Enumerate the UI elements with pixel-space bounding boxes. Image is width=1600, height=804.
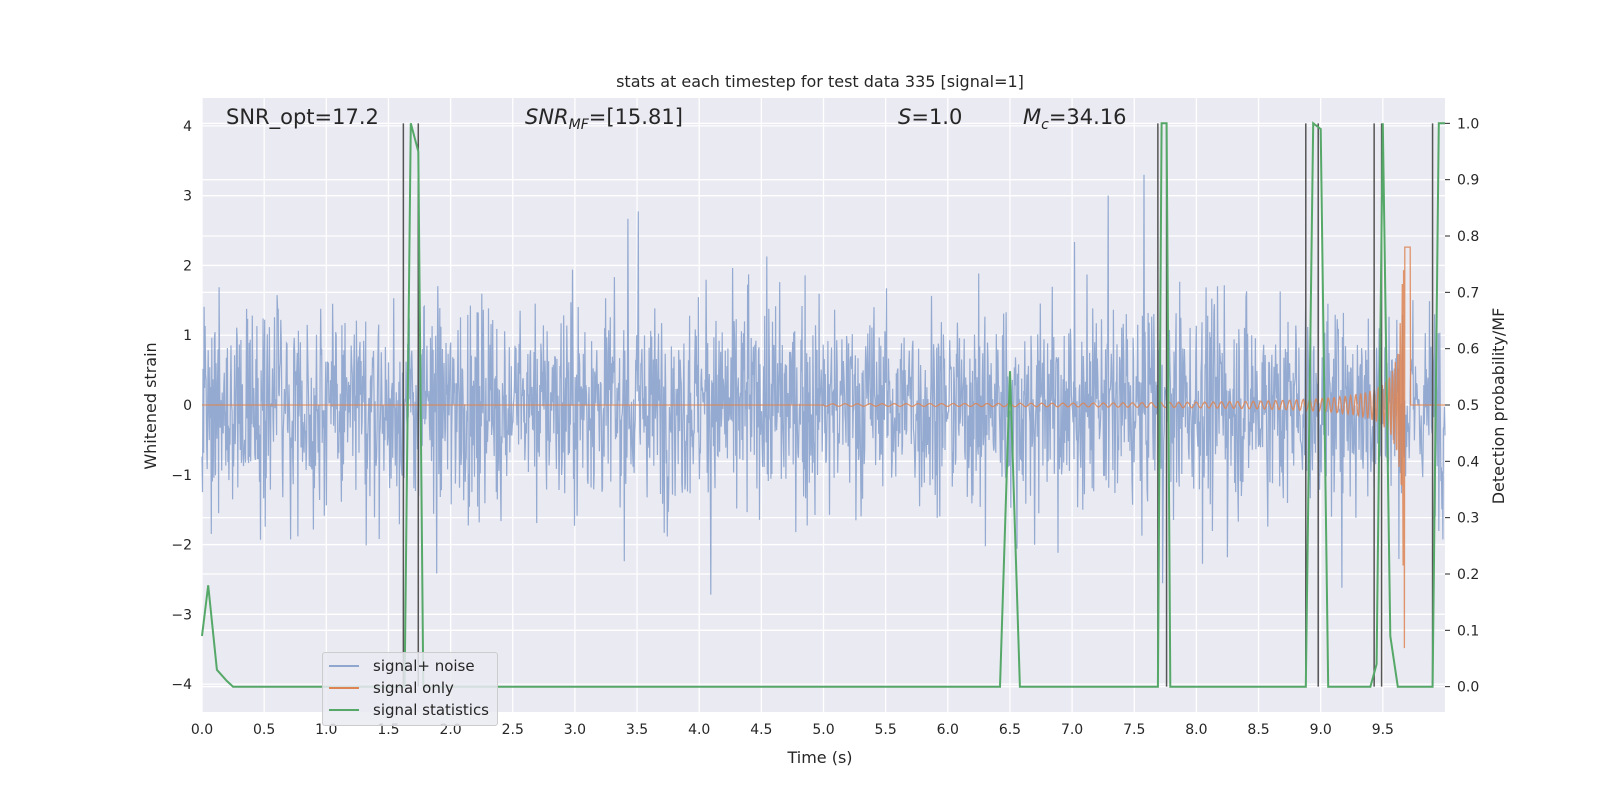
y-tick-label: 4 [183,119,192,135]
snr-mf-base: SNR [525,105,569,129]
legend-item-signal: signal only [329,677,454,699]
y2-tick-label: 0.6 [1457,342,1479,358]
y2-tick-label: 0.5 [1457,398,1479,414]
x-axis-label: Time (s) [786,748,852,767]
y-tick-label: −2 [171,538,192,554]
s-annotation: S=1.0 [898,105,962,129]
y-tick-label: 3 [183,189,192,205]
legend-swatch-noise [329,665,359,667]
y2-tick-label: 0.7 [1457,285,1479,301]
y-tick-label: 0 [183,398,192,414]
x-tick-label: 7.5 [1123,722,1145,738]
y-tick-label: −1 [171,468,192,484]
snr-mf-sub: MF [569,117,590,133]
legend-swatch-stats [329,709,359,711]
y2-tick-label: 0.8 [1457,229,1479,245]
y2-tick-label: 0.9 [1457,173,1479,189]
y-tick-label: −3 [171,607,192,623]
y-tick-label: 2 [183,258,192,274]
y2-tick-label: 0.1 [1457,623,1479,639]
x-tick-label: 9.0 [1310,722,1332,738]
y2-tick-label: 0.0 [1457,680,1479,696]
mc-value: =34.16 [1049,105,1127,129]
x-tick-label: 3.5 [626,722,648,738]
x-tick-label: 8.5 [1247,722,1269,738]
x-tick-label: 0.5 [253,722,275,738]
x-tick-label: 4.0 [688,722,710,738]
y2-tick-label: 1.0 [1457,116,1479,132]
legend-label-signal: signal only [373,679,454,697]
y2-tick-label: 0.3 [1457,511,1479,527]
chart-title: stats at each timestep for test data 335… [616,72,1024,91]
legend-item-stats: signal statistics [329,699,489,721]
y-axis-label: Whitened strain [141,342,160,469]
snr-opt-annotation: SNR_opt=17.2 [226,105,379,130]
y-tick-label: 1 [183,328,192,344]
snr-mf-annotation: SNRMF=[15.81] [525,105,683,133]
y2-tick-label: 0.4 [1457,454,1479,470]
x-tick-label: 7.0 [1061,722,1083,738]
y2-axis-label: Detection probability/MF [1489,308,1508,505]
x-tick-label: 9.5 [1372,722,1394,738]
legend-item-noise: signal+ noise [329,655,475,677]
x-tick-label: 4.5 [750,722,772,738]
x-tick-label: 6.0 [937,722,959,738]
mc-annotation: Mc=34.16 [1023,105,1127,133]
legend-label-stats: signal statistics [373,701,489,719]
x-tick-label: 2.5 [502,722,524,738]
x-tick-label: 5.5 [875,722,897,738]
legend-swatch-signal [329,687,359,689]
x-tick-label: 5.0 [812,722,834,738]
mc-base: M [1023,105,1041,129]
legend: signal+ noise signal only signal statist… [322,652,498,726]
snr-mf-value: =[15.81] [589,105,683,129]
legend-label-noise: signal+ noise [373,657,475,675]
x-tick-label: 6.5 [999,722,1021,738]
s-base: S [898,105,911,129]
y-tick-label: −4 [171,677,192,693]
x-tick-label: 0.0 [191,722,213,738]
y2-tick-label: 0.2 [1457,567,1479,583]
s-value: =1.0 [911,105,962,129]
x-tick-label: 3.0 [564,722,586,738]
x-tick-label: 8.0 [1185,722,1207,738]
